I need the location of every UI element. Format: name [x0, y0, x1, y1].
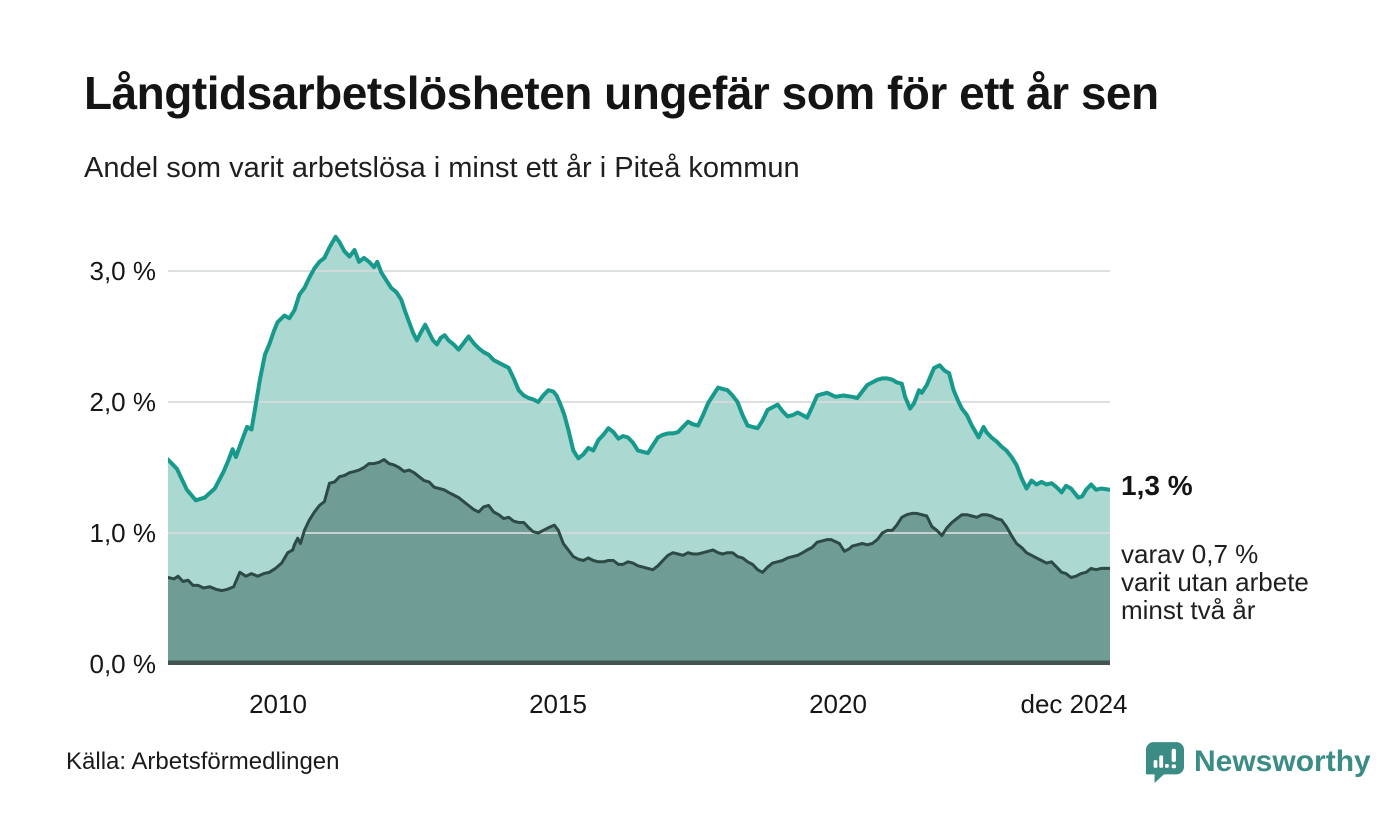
page-title: Långtidsarbetslösheten ungefär som för e… — [84, 67, 1159, 119]
subset-annotation: varav 0,7 % varit utan arbete minst två … — [1121, 540, 1400, 624]
series-end-value-label: 1,3 % — [1121, 470, 1193, 501]
x-tick-label-dec-2024: dec 2024 — [1020, 689, 1128, 719]
brand-name: Newsworthy — [1194, 745, 1371, 778]
x-tick-label-2015: 2015 — [529, 689, 587, 719]
x-tick-label-2020: 2020 — [809, 689, 867, 719]
subset-annotation-line: minst två år — [1121, 595, 1256, 624]
series-line-1 — [168, 458, 1110, 593]
source-credit: Källa: Arbetsförmedlingen — [66, 748, 340, 775]
brand-logo: Newsworthy — [1146, 742, 1371, 789]
series-area-1 — [168, 459, 1110, 664]
newsworthy-chart-bubble-icon — [1146, 742, 1184, 789]
area-chart-svg — [168, 234, 1110, 665]
y-tick-label-0: 0,0 % — [89, 649, 157, 679]
subset-annotation-line: varit utan arbete — [1121, 567, 1309, 597]
series-line-0 — [168, 234, 1110, 503]
y-tick-label-3: 3,0 % — [89, 256, 157, 286]
y-tick-label-2: 2,0 % — [89, 387, 157, 417]
page-subtitle: Andel som varit arbetslösa i minst ett å… — [84, 152, 800, 184]
subset-annotation-line: varav 0,7 % — [1121, 540, 1259, 569]
x-axis-baseline — [168, 660, 1110, 665]
x-tick-label-2010: 2010 — [249, 689, 307, 719]
y-tick-label-1: 1,0 % — [89, 518, 157, 548]
